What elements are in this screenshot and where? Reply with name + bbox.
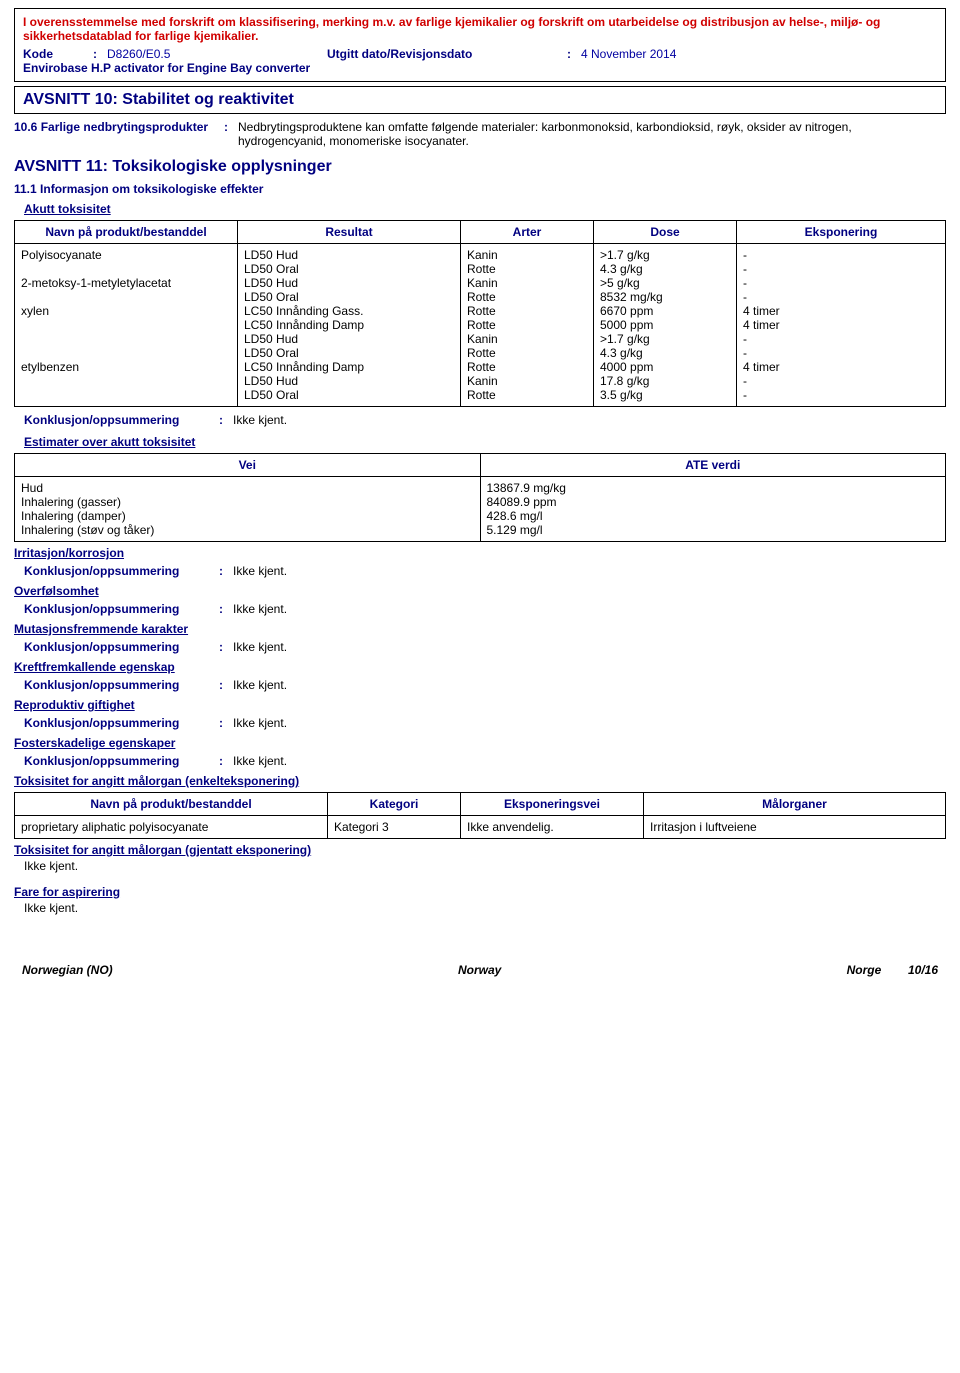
dato-label: Utgitt dato/Revisjonsdato	[327, 47, 567, 61]
sub-11-1: 11.1 Informasjon om toksikologiske effek…	[14, 182, 946, 196]
section-heading: Mutasjonsfremmende karakter	[14, 622, 946, 636]
kode-value: D8260/E0.5	[107, 47, 327, 61]
th-name: Navn på produkt/bestanddel	[15, 221, 238, 244]
conclusion-value: Ikke kjent.	[233, 678, 938, 692]
aspiration-label: Fare for aspirering	[14, 885, 946, 899]
hazardous-decomp-value: Nedbrytingsproduktene kan omfatte følgen…	[238, 120, 938, 148]
compliance-text: I overensstemmelse med forskrift om klas…	[23, 15, 937, 43]
table-row: HudInhalering (gasser)Inhalering (damper…	[15, 477, 946, 542]
table-row: Polyisocyanate 2-metoksy-1-metyletylacet…	[15, 244, 946, 407]
kode-label: Kode	[23, 47, 93, 61]
dato-value: 4 November 2014	[581, 47, 676, 61]
toxicity-table: Navn på produkt/bestanddel Resultat Arte…	[14, 220, 946, 407]
footer-right1: Norge	[847, 963, 882, 977]
target-single-label: Toksisitet for angitt målorgan (enkeltek…	[14, 774, 946, 788]
th-species: Arter	[461, 221, 594, 244]
th-t-exp: Eksponeringsvei	[461, 793, 644, 816]
hazardous-decomp-label: 10.6 Farlige nedbrytingsprodukter	[14, 120, 224, 148]
conclusion-label: Konklusjon/oppsummering	[24, 564, 219, 578]
estimate-label: Estimater over akutt toksisitet	[14, 435, 946, 449]
section-10-title-box: AVSNITT 10: Stabilitet og reaktivitet	[14, 86, 946, 114]
conclusion-value: Ikke kjent.	[233, 716, 938, 730]
th-vei: Vei	[15, 454, 481, 477]
not-known-1: Ikke kjent.	[14, 859, 946, 873]
conclusion-label: Konklusjon/oppsummering	[24, 640, 219, 654]
section-11-title: AVSNITT 11: Toksikologiske opplysninger	[14, 158, 946, 176]
conclusion-label: Konklusjon/oppsummering	[24, 754, 219, 768]
conclusion-label: Konklusjon/oppsummering	[24, 602, 219, 616]
footer-center: Norway	[458, 963, 501, 977]
th-result: Resultat	[238, 221, 461, 244]
footer-left: Norwegian (NO)	[22, 963, 113, 977]
conclusion-value: Ikke kjent.	[233, 564, 938, 578]
conclusion-value: Ikke kjent.	[233, 640, 938, 654]
conclusion-label: Konklusjon/oppsummering	[24, 716, 219, 730]
conclusion-label: Konklusjon/oppsummering	[24, 678, 219, 692]
section-heading: Irritasjon/korrosjon	[14, 546, 946, 560]
table-row: proprietary aliphatic polyisocyanate Kat…	[15, 816, 946, 839]
footer-right2: 10/16	[908, 963, 938, 977]
footer: Norwegian (NO) Norway Norge 10/16	[14, 963, 946, 977]
section-heading: Overfølsomhet	[14, 584, 946, 598]
section-heading: Kreftfremkallende egenskap	[14, 660, 946, 674]
section-10-title: AVSNITT 10: Stabilitet og reaktivitet	[23, 91, 294, 108]
th-t-org: Målorganer	[644, 793, 946, 816]
product-name: Envirobase H.P activator for Engine Bay …	[23, 61, 937, 75]
th-t-name: Navn på produkt/bestanddel	[15, 793, 328, 816]
th-dose: Dose	[594, 221, 737, 244]
target-table: Navn på produkt/bestanddel Kategori Eksp…	[14, 792, 946, 839]
th-t-cat: Kategori	[328, 793, 461, 816]
conclusion-label: Konklusjon/oppsummering	[24, 413, 219, 427]
acute-tox-label: Akutt toksisitet	[14, 202, 946, 216]
th-ate: ATE verdi	[480, 454, 946, 477]
th-exposure: Eksponering	[737, 221, 946, 244]
not-known-2: Ikke kjent.	[14, 901, 946, 915]
conclusion-value: Ikke kjent.	[233, 602, 938, 616]
conclusion-value: Ikke kjent.	[233, 754, 938, 768]
ate-table: Vei ATE verdi HudInhalering (gasser)Inha…	[14, 453, 946, 542]
section-heading: Fosterskadelige egenskaper	[14, 736, 946, 750]
conclusion-value: Ikke kjent.	[233, 413, 938, 427]
header-box: I overensstemmelse med forskrift om klas…	[14, 8, 946, 82]
section-heading: Reproduktiv giftighet	[14, 698, 946, 712]
target-repeat-label: Toksisitet for angitt målorgan (gjentatt…	[14, 843, 946, 857]
